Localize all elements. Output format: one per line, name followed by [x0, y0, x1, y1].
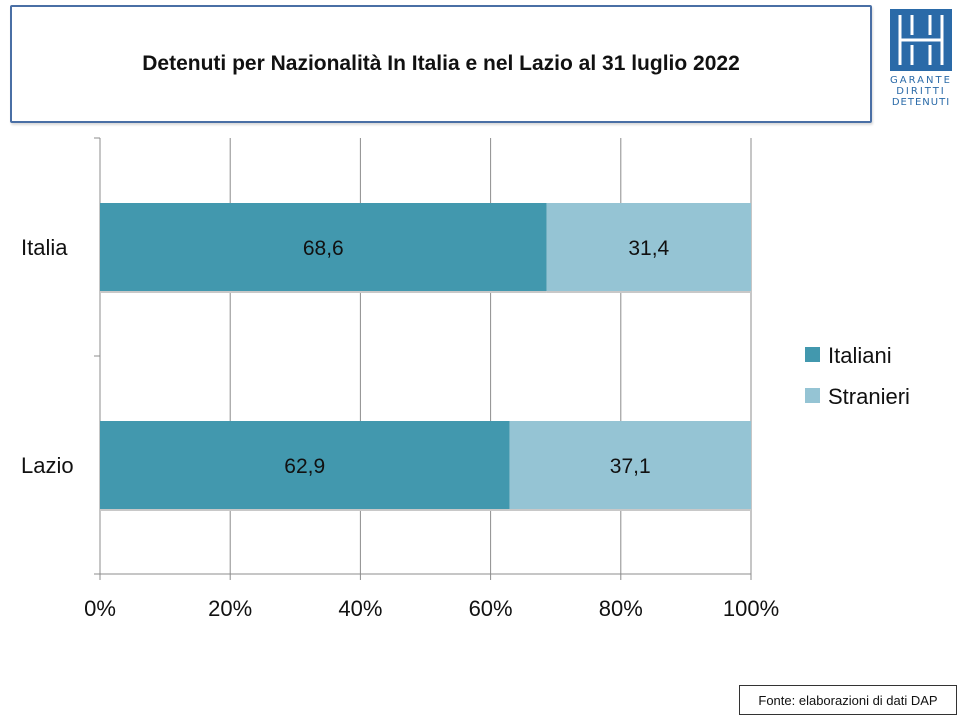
- data-label: 62,9: [284, 455, 325, 478]
- x-tick-label: 40%: [338, 596, 382, 621]
- x-tick-label: 80%: [599, 596, 643, 621]
- chart-title: Detenuti per Nazionalità In Italia e nel…: [142, 52, 740, 75]
- logo-line-1: GARANTE: [890, 75, 952, 86]
- source-note: Fonte: elaborazioni di dati DAP: [739, 685, 957, 715]
- data-label: 37,1: [610, 455, 651, 478]
- data-label: 31,4: [628, 237, 669, 260]
- x-tick-label: 20%: [208, 596, 252, 621]
- category-label: Italia: [21, 235, 68, 260]
- source-text: Fonte: elaborazioni di dati DAP: [758, 692, 938, 708]
- chart-title-box: Detenuti per Nazionalità In Italia e nel…: [10, 5, 872, 123]
- logo-line-3: DETENUTI: [892, 97, 950, 108]
- legend-swatch: [805, 388, 820, 403]
- garante-logo-icon: GARANTE DIRITTI DETENUTI: [890, 9, 952, 108]
- x-tick-label: 0%: [84, 596, 116, 621]
- data-label: 68,6: [303, 237, 344, 260]
- x-tick-label: 60%: [469, 596, 513, 621]
- bar-segment: [509, 421, 751, 509]
- legend-label: Stranieri: [828, 384, 910, 409]
- bar-segment: [546, 203, 751, 291]
- x-tick-label: 100%: [723, 596, 779, 621]
- bar-segment: [100, 203, 547, 291]
- legend-label: Italiani: [828, 343, 892, 368]
- category-label: Lazio: [21, 453, 74, 478]
- legend-swatch: [805, 347, 820, 362]
- bar-segment: [100, 421, 510, 509]
- logo-emblem-lines: [898, 15, 944, 65]
- logo-line-2: DIRITTI: [896, 86, 946, 97]
